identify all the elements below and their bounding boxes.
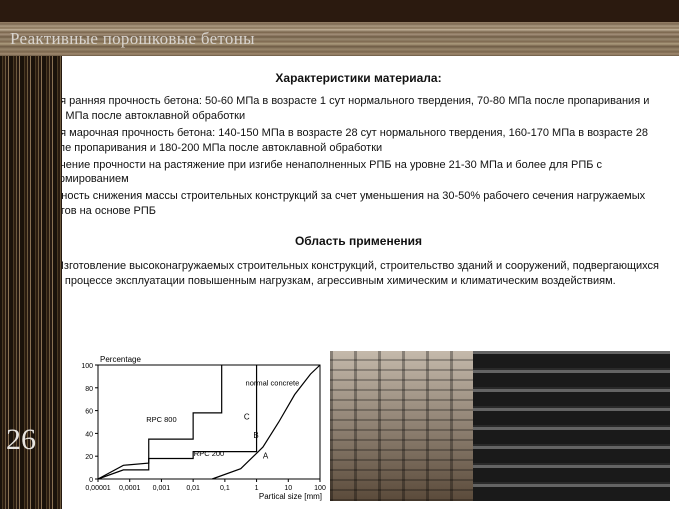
content-area: Характеристики материала: Высокая ранняя… [0, 56, 679, 295]
svg-text:A: A [263, 451, 269, 460]
svg-text:0: 0 [89, 477, 93, 484]
svg-text:0,1: 0,1 [220, 485, 230, 492]
list-item: Высокая марочная прочность бетона: 140-1… [18, 126, 661, 156]
svg-text:C: C [244, 413, 250, 422]
svg-text:RPC 200: RPC 200 [194, 449, 224, 458]
svg-text:RPC 800: RPC 800 [146, 415, 176, 424]
svg-text:B: B [253, 431, 258, 440]
svg-text:80: 80 [85, 386, 93, 393]
top-strip [0, 0, 679, 22]
application-text: Изготовление высоконагружаемых строитель… [56, 259, 661, 289]
svg-text:10: 10 [284, 485, 292, 492]
chart-svg: 0 20 40 60 80 100 0,00001 0,0001 0,001 0,01 0,1 1 10… [64, 351, 326, 501]
svg-text:1: 1 [255, 485, 259, 492]
svg-text:100: 100 [81, 363, 93, 370]
svg-text:0,00001: 0,00001 [85, 485, 110, 492]
svg-text:100: 100 [314, 485, 326, 492]
svg-text:60: 60 [85, 409, 93, 416]
page-title: Реактивные порошковые бетоны [0, 29, 255, 49]
characteristics-list: Высокая ранняя прочность бетона: 50-60 М… [18, 94, 661, 219]
list-item: Высокая ранняя прочность бетона: 50-60 М… [18, 94, 661, 124]
page-number: 26 [6, 423, 36, 457]
particle-size-chart: 0 20 40 60 80 100 0,00001 0,0001 0,001 0,01 0,1 1 10… [64, 351, 326, 501]
characteristics-heading: Характеристики материала: [56, 70, 661, 86]
svg-text:0,001: 0,001 [153, 485, 171, 492]
list-item: Возможность снижения массы строительных … [18, 189, 661, 219]
list-item: Обеспечение прочности на растяжение при … [18, 158, 661, 188]
photo-building [330, 351, 473, 501]
svg-text:40: 40 [85, 431, 93, 438]
title-band: Реактивные порошковые бетоны [0, 22, 679, 56]
svg-text:20: 20 [85, 454, 93, 461]
svg-text:normal concrete: normal concrete [246, 379, 300, 388]
svg-text:0,01: 0,01 [186, 485, 200, 492]
svg-text:Partical size [mm]: Partical size [mm] [259, 492, 322, 501]
application-heading: Область применения [56, 233, 661, 249]
photo [330, 351, 670, 501]
bottom-row: 0 20 40 60 80 100 0,00001 0,0001 0,001 0,01 0,1 1 10… [0, 344, 679, 509]
svg-text:0,0001: 0,0001 [119, 485, 141, 492]
photo-stack [473, 351, 670, 501]
svg-text:Percentage: Percentage [100, 355, 141, 364]
